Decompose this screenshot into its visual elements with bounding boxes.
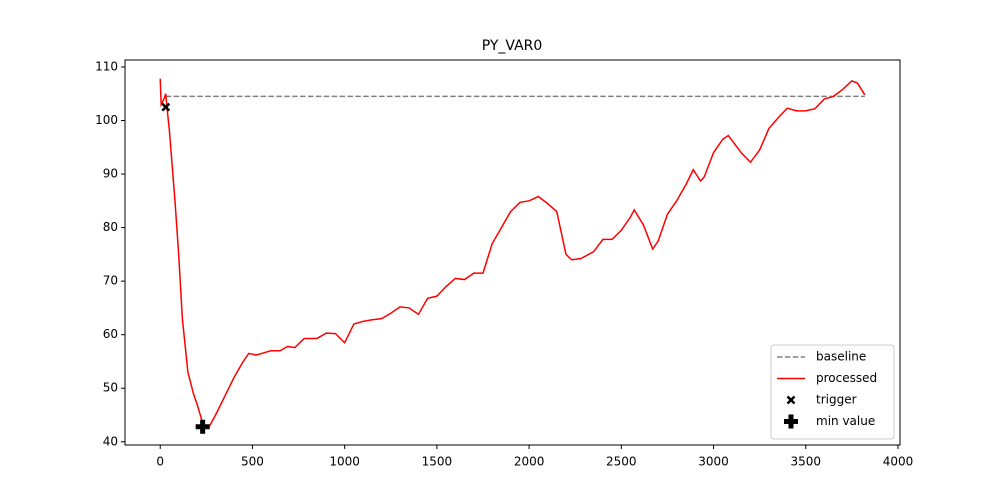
- x-tick-label: 2000: [514, 455, 545, 469]
- x-tick-label: 4000: [883, 455, 914, 469]
- legend-box: [770, 344, 895, 440]
- legend-marker: [786, 395, 796, 405]
- plot-frame: [124, 59, 901, 446]
- y-tick-label: 80: [103, 220, 118, 234]
- x-tick-label: 500: [241, 455, 264, 469]
- x-tick-label: 1500: [422, 455, 453, 469]
- y-tick-label: 100: [95, 113, 118, 127]
- x-tick-label: 3500: [790, 455, 821, 469]
- legend-marker: [784, 414, 798, 429]
- legend-label: processed: [816, 371, 877, 385]
- y-tick-label: 110: [95, 59, 118, 73]
- chart-title: PY_VAR0: [482, 38, 543, 54]
- marker: [161, 102, 171, 112]
- legend-label: min value: [816, 414, 875, 428]
- x-tick-label: 3000: [698, 455, 729, 469]
- x-tick-label: 0: [156, 455, 164, 469]
- y-tick-label: 40: [103, 434, 118, 448]
- y-tick-label: 60: [103, 327, 118, 341]
- x-tick-label: 1000: [329, 455, 360, 469]
- y-tick-label: 70: [103, 274, 118, 288]
- legend: baseline processed trigger min value: [770, 344, 895, 440]
- y-tick-label: 90: [103, 167, 118, 181]
- x-tick-label: 2500: [606, 455, 637, 469]
- legend-label: trigger: [816, 393, 857, 407]
- legend-label: baseline: [816, 350, 866, 364]
- marker: [195, 419, 210, 434]
- line-series: [159, 78, 866, 430]
- y-tick-label: 50: [103, 381, 118, 395]
